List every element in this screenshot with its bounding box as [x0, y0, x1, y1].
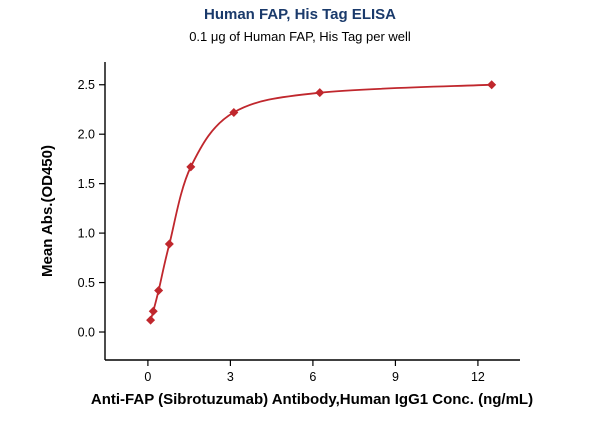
x-tick-label: 9: [392, 370, 399, 384]
x-tick-label: 0: [144, 370, 151, 384]
y-tick-label: 2.0: [78, 128, 95, 142]
data-point-marker: [154, 285, 164, 295]
x-tick-label: 3: [227, 370, 234, 384]
chart-title: Human FAP, His Tag ELISA: [204, 6, 396, 23]
x-tick-label: 6: [309, 370, 316, 384]
data-point-marker: [146, 315, 156, 325]
y-tick-label: 0.0: [78, 326, 95, 340]
chart-subtitle: 0.1 μg of Human FAP, His Tag per well: [189, 29, 411, 44]
y-tick-label: 2.5: [78, 78, 95, 92]
data-point-marker: [315, 88, 325, 98]
data-point-marker: [229, 107, 239, 117]
y-tick-label: 1.5: [78, 177, 95, 191]
y-tick-label: 0.5: [78, 276, 95, 290]
x-tick-label: 12: [471, 370, 485, 384]
plot-area: 0 3 6 9 12 0.0 0.5 1.0 1.5 2.0 2.5: [78, 62, 520, 384]
fit-curve: [149, 83, 492, 321]
y-tick-label: 1.0: [78, 227, 95, 241]
data-point-marker: [487, 80, 497, 90]
data-point-marker: [186, 162, 196, 172]
y-axis-label: Mean Abs.(OD450): [39, 145, 56, 277]
x-axis-label: Anti-FAP (Sibrotuzumab) Antibody,Human I…: [91, 391, 533, 408]
data-point-marker: [148, 306, 158, 316]
data-point-marker: [164, 239, 174, 249]
